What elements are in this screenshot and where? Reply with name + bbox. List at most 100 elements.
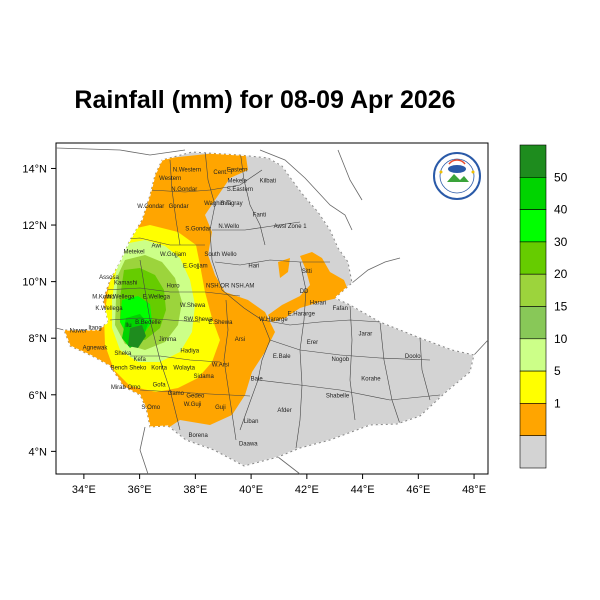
x-tick-label: 42°E — [295, 484, 319, 496]
legend-swatch — [519, 241, 547, 275]
legend-swatch — [519, 177, 547, 210]
region-label: Borena — [188, 433, 208, 439]
region-label: Afder — [277, 408, 291, 414]
y-tick-label: 6°N — [29, 390, 48, 402]
neighbor-borders — [55, 147, 489, 475]
y-tick-label: 12°N — [22, 220, 47, 232]
y-tick-label: 14°N — [22, 163, 47, 175]
region-label: Liban — [244, 419, 259, 425]
region-label: Fafan — [333, 306, 348, 312]
region-label: Arsi — [235, 337, 245, 343]
region-label: Eastern — [227, 167, 248, 173]
legend-swatch — [519, 370, 547, 404]
region-label: E.Gojjam — [183, 263, 208, 269]
region-label: Agnewak — [83, 346, 109, 352]
y-tick-label: 8°N — [29, 333, 48, 345]
legend-swatch — [519, 273, 547, 307]
region-label: Mirab Omo — [111, 385, 141, 391]
region-label: South Wello — [204, 252, 237, 258]
rain-1-5mm-east — [268, 252, 348, 322]
region-label: Shabelle — [326, 394, 350, 400]
region-label: W.Gojjam — [160, 252, 186, 258]
region-label: Cent. T — [213, 170, 233, 176]
legend-swatch — [519, 338, 547, 372]
region-label: W.Shewa — [180, 303, 206, 309]
legend-label: 15 — [554, 300, 568, 314]
x-tick-label: 46°E — [406, 484, 430, 496]
region-label: N.Western — [173, 167, 201, 173]
region-label: Kamashi — [114, 280, 137, 286]
region-label: Gedeo — [186, 394, 205, 400]
legend-label: 10 — [554, 332, 568, 346]
region-label: NSH.AM — [231, 283, 254, 289]
region-label: Assosa — [99, 275, 119, 281]
region-label: W.Guji — [184, 402, 202, 408]
y-tick-label: 10°N — [22, 277, 47, 289]
region-label: Gofa — [153, 382, 167, 388]
region-label: E.Wellega — [143, 295, 171, 301]
region-label: S.Tigray — [221, 201, 243, 207]
region-label: Sheka — [114, 351, 132, 357]
rainfall-legend: 50 40 30 20 15 10 5 1 — [519, 144, 568, 469]
rain-over-50mm — [128, 325, 146, 348]
x-tick-label: 40°E — [239, 484, 263, 496]
region-label: B.Bedelle — [135, 320, 161, 326]
region-label: NSH.OR — [206, 283, 230, 289]
legend-swatch — [519, 209, 547, 243]
legend-label: 1 — [554, 396, 561, 410]
region-label: W.Wellega — [106, 295, 135, 301]
region-label: Horo — [167, 283, 181, 289]
region-label: S.Gondar — [185, 227, 211, 233]
region-label: K.Wellega — [95, 306, 123, 312]
x-tick-label: 44°E — [351, 484, 375, 496]
region-label: SW.Shewa — [183, 317, 213, 323]
region-label: N.Wello — [218, 224, 240, 230]
map-axes: 34°E 36°E 38°E 40°E 42°E 44°E 46°E 48°E 14°N 12°N… — [22, 163, 486, 496]
legend-label: 5 — [554, 364, 561, 378]
region-label: Jarar — [359, 331, 373, 337]
x-tick-label: 38°E — [183, 484, 207, 496]
region-label: Daawa — [239, 442, 258, 448]
region-label: E.Hararge — [288, 312, 316, 318]
region-label: M.Komo — [92, 295, 115, 301]
region-label: E.Shewa — [208, 320, 233, 326]
region-label: Hari — [248, 263, 259, 269]
region-label: Metekel — [124, 249, 145, 255]
region-boundaries — [104, 152, 441, 449]
legend-swatch — [519, 306, 547, 340]
x-tick-label: 34°E — [72, 484, 96, 496]
legend-swatch — [519, 144, 547, 178]
region-label: DD — [300, 289, 309, 295]
region-label: Ilu — [125, 323, 131, 329]
legend-swatch — [519, 403, 547, 436]
x-tick-label: 36°E — [128, 484, 152, 496]
region-label: Nuwer — [70, 329, 87, 335]
region-label: Itang — [88, 326, 101, 332]
region-label: Hadiya — [180, 348, 199, 354]
region-label: Erer — [307, 340, 318, 346]
legend-label: 30 — [554, 235, 568, 249]
region-label: Bench Sheko — [111, 365, 147, 371]
region-label: Awsi Zone 1 — [274, 224, 308, 230]
legend-label: 40 — [554, 203, 568, 217]
legend-label: 20 — [554, 267, 568, 281]
region-label: E.Bale — [273, 354, 291, 360]
region-label: Fanti — [253, 213, 266, 219]
region-label: W.Arsi — [212, 362, 229, 368]
region-label: Sitti — [302, 269, 312, 275]
region-label: Awi — [152, 244, 162, 250]
ethiopia-border — [63, 151, 475, 467]
region-label: W.Hararge — [259, 317, 288, 323]
region-label: Guji — [215, 405, 226, 411]
y-tick-label: 4°N — [29, 446, 48, 458]
region-label: Nogob — [331, 357, 349, 363]
region-label: Doolo — [405, 354, 421, 360]
map-title: Rainfall (mm) for 08-09 Apr 2026 — [74, 86, 456, 114]
region-label: Western — [159, 176, 181, 182]
region-label: Kilbati — [260, 179, 276, 185]
region-label: Gamo — [168, 391, 185, 397]
region-label: Korahe — [361, 377, 381, 383]
region-label: Sidama — [194, 374, 215, 380]
